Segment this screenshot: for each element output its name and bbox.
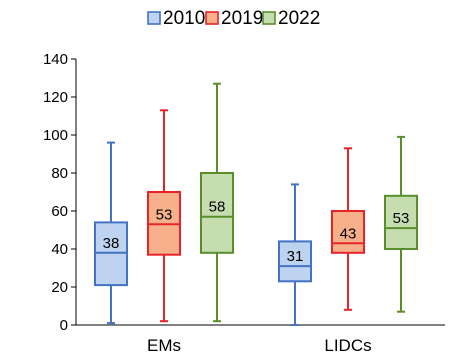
y-tick-label: 80 <box>51 165 68 182</box>
legend: 2010 2019 2022 <box>147 8 320 29</box>
median-label: 38 <box>103 235 120 252</box>
legend-swatch <box>262 11 276 25</box>
median-label: 31 <box>287 248 304 265</box>
box-iqr <box>384 194 418 251</box>
legend-item-2019: 2019 <box>205 8 263 29</box>
legend-label: 2010 <box>163 8 205 29</box>
y-tick-label: 0 <box>60 317 68 334</box>
legend-item-2022: 2022 <box>262 8 320 29</box>
box-iqr <box>200 172 234 254</box>
legend-label: 2019 <box>221 8 263 29</box>
y-tick-label: 120 <box>43 89 68 106</box>
median-label: 58 <box>209 199 226 216</box>
legend-swatch <box>205 11 219 25</box>
x-axis: EMs LIDCs <box>76 324 445 352</box>
legend-label: 2022 <box>278 8 320 29</box>
box-2010-LIDCs: 31 <box>278 183 312 326</box>
median-label: 53 <box>393 210 410 227</box>
box-2019-LIDCs: 43 <box>331 147 365 311</box>
category-label: EMs <box>147 336 181 352</box>
legend-item-2010: 2010 <box>147 8 205 29</box>
y-tick-label: 20 <box>51 279 68 296</box>
y-tick-label: 140 <box>43 51 68 68</box>
box-iqr <box>278 240 312 283</box>
median-label: 53 <box>156 206 173 223</box>
boxes: 38 31 53 43 58 53 <box>94 82 418 326</box>
box-2022-LIDCs: 53 <box>384 135 418 313</box>
box-2019-EMs: 53 <box>147 109 181 323</box>
y-axis: 0 20 40 60 80 100 120 140 <box>43 51 77 334</box>
y-tick-label: 40 <box>51 241 68 258</box>
box-2022-EMs: 58 <box>200 82 234 323</box>
median-label: 43 <box>340 225 357 242</box>
y-tick-label: 100 <box>43 127 68 144</box>
y-tick-label: 60 <box>51 203 68 220</box>
box-iqr <box>331 210 365 254</box>
box-2010-EMs: 38 <box>94 141 128 325</box>
category-label: LIDCs <box>324 336 371 352</box>
legend-swatch <box>147 11 161 25</box>
